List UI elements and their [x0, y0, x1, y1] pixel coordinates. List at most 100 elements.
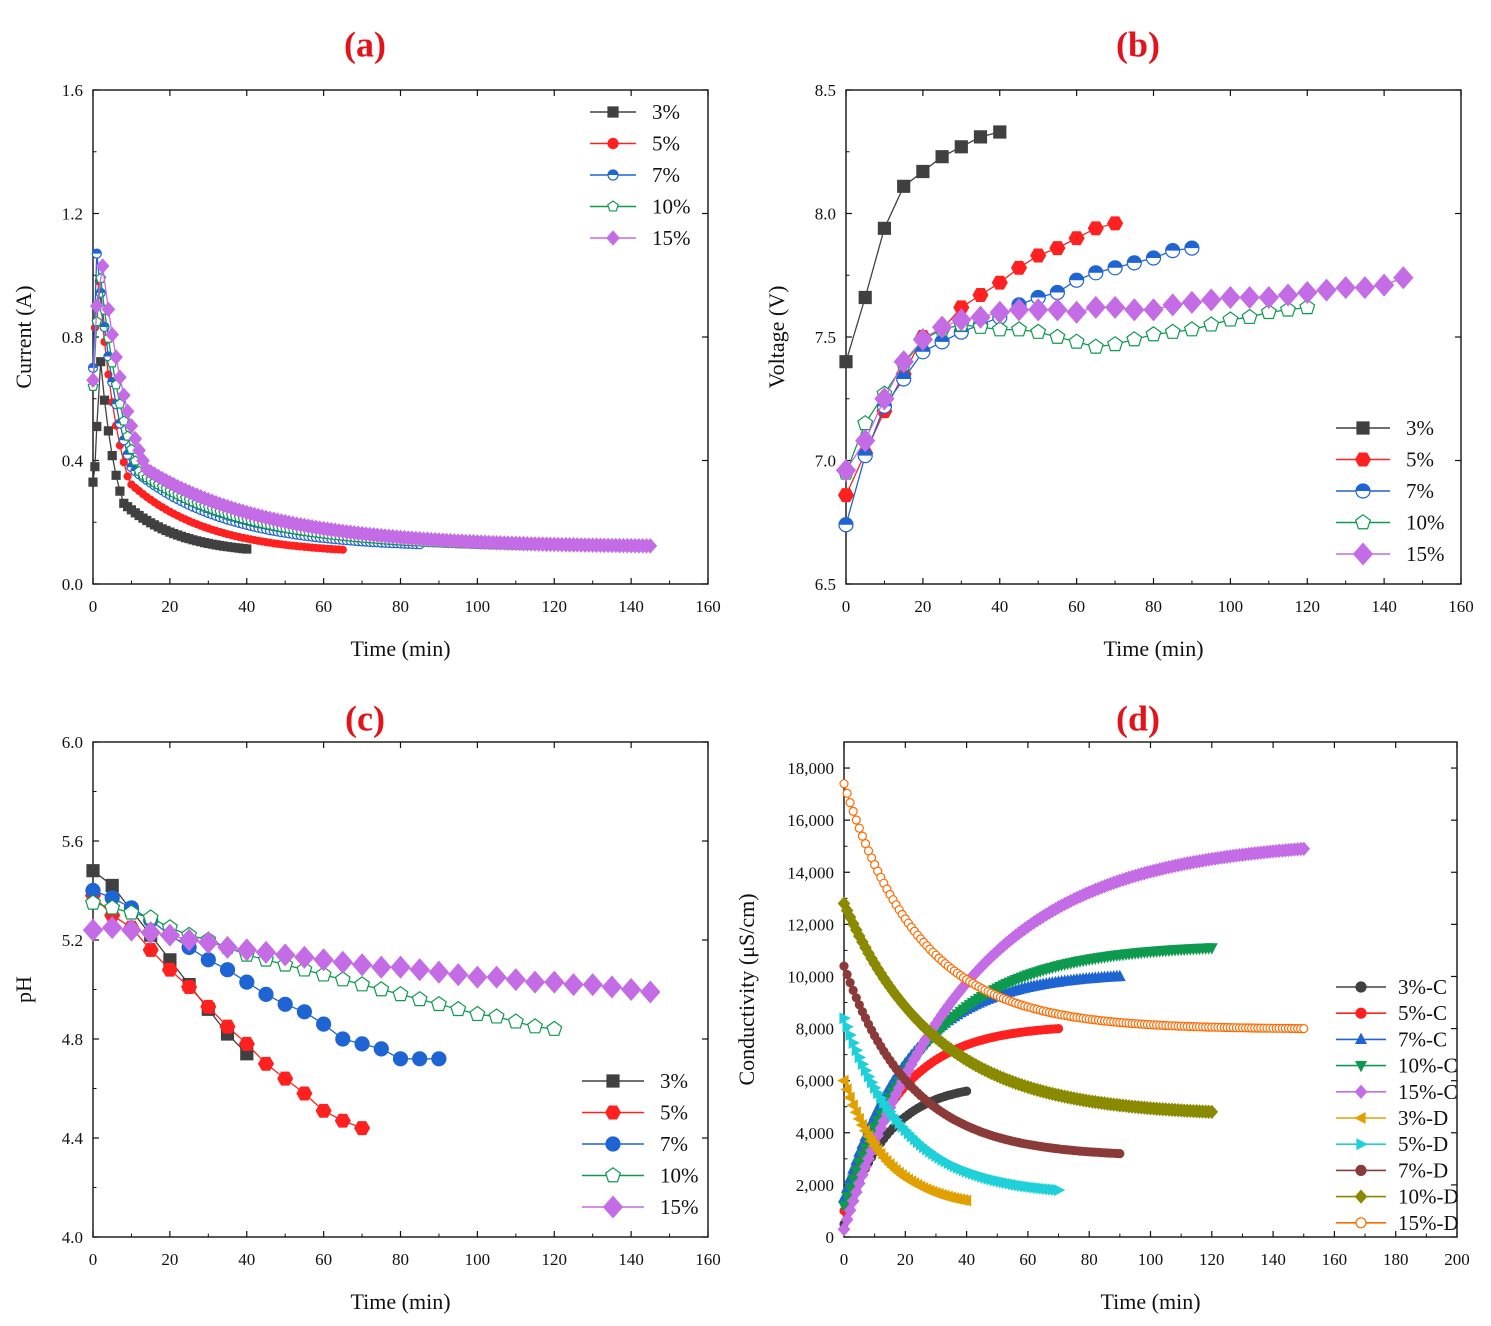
data-point — [1299, 298, 1316, 315]
data-point — [848, 806, 858, 817]
data-point — [486, 965, 507, 989]
data-point — [412, 1051, 428, 1067]
x-tick-label: 160 — [695, 1250, 721, 1269]
x-tick-label: 40 — [991, 597, 1008, 616]
legend-label: 10% — [1406, 511, 1445, 535]
data-point — [181, 980, 198, 994]
data-point — [1258, 285, 1279, 310]
series-10% — [837, 298, 1316, 480]
series-5% — [837, 216, 1124, 503]
series-7%-C — [838, 969, 1126, 1203]
data-point — [916, 164, 930, 179]
x-tick-label: 60 — [315, 597, 332, 616]
data-point — [242, 544, 252, 554]
x-tick-label: 120 — [542, 597, 568, 616]
x-tick-label: 200 — [1444, 1250, 1470, 1269]
data-point — [219, 1019, 236, 1034]
data-point — [1222, 311, 1239, 327]
panel-b-voltage: (b) 0 20 40 60 80 100 120 140 160 6.5 7.0 7.5 8.0 8.5 T… — [764, 24, 1474, 661]
data-point — [448, 963, 469, 987]
data-point — [104, 899, 121, 915]
data-point — [951, 308, 972, 332]
data-point-fill — [1184, 241, 1199, 249]
series-15% — [82, 916, 661, 1004]
data-point — [354, 1036, 370, 1052]
legend-label: 7%-C — [1398, 1027, 1447, 1051]
data-point — [839, 1012, 851, 1025]
data-point — [972, 288, 989, 302]
data-point — [257, 1056, 275, 1071]
y-tick-label: 14,000 — [787, 863, 834, 882]
data-point — [89, 298, 104, 314]
data-point — [105, 326, 120, 343]
legend-label: 3% — [652, 100, 680, 124]
data-point — [1008, 298, 1030, 322]
legend-marker — [1355, 1032, 1367, 1045]
y-tick-label: 6.0 — [62, 733, 83, 752]
data-point — [294, 945, 315, 969]
data-point — [1201, 288, 1222, 312]
series-7% — [838, 240, 1200, 533]
data-point — [392, 985, 409, 1002]
data-point — [1087, 221, 1104, 236]
data-point — [1087, 338, 1104, 354]
series-5% — [88, 277, 347, 554]
legend: 3% 5% 7% 10% 15% — [1336, 416, 1445, 566]
data-point — [544, 970, 565, 994]
data-point — [854, 823, 864, 833]
panel-d-conductivity: (d) 0 20 40 60 80 100 120 140 160 180 200 0 2,000 4,00… — [734, 698, 1470, 1314]
y-tick-label: 12,000 — [787, 915, 834, 934]
legend: 3%-C5%-C7%-C 10%-C15%-C3%-D5%-D7%-D 10%-D1… — [1336, 975, 1459, 1235]
data-point — [373, 1041, 389, 1057]
data-point-fill — [1127, 255, 1142, 263]
legend-marker — [604, 1105, 622, 1120]
data-point — [839, 779, 849, 789]
data-point — [959, 1194, 972, 1207]
x-axis-title: Time (min) — [350, 1289, 450, 1314]
legend-marker — [606, 230, 620, 246]
data-point — [354, 976, 371, 992]
data-point — [351, 953, 373, 977]
data-point — [1241, 308, 1258, 325]
data-point — [1030, 323, 1047, 339]
y-tick-label: 4.8 — [62, 1030, 83, 1049]
data-point — [1068, 231, 1085, 246]
data-point — [524, 970, 546, 994]
data-point-fill — [92, 249, 102, 254]
legend-label: 3%-D — [1398, 1106, 1448, 1130]
data-point — [1085, 295, 1106, 319]
data-point — [961, 1086, 972, 1096]
data-point — [874, 387, 895, 411]
data-point — [217, 935, 238, 959]
data-point — [931, 315, 953, 339]
data-point — [643, 538, 658, 554]
legend-marker — [602, 1195, 624, 1219]
data-point — [428, 960, 450, 984]
x-tick-label: 40 — [238, 1250, 255, 1269]
x-tick-label: 140 — [1260, 1250, 1286, 1269]
x-tick-label: 60 — [315, 1250, 332, 1269]
x-tick-label: 40 — [958, 1250, 975, 1269]
series-10%-D — [837, 896, 1219, 1120]
data-point — [1030, 248, 1047, 263]
data-point — [841, 1191, 854, 1204]
data-point — [842, 788, 852, 798]
series-3%-D — [837, 1074, 972, 1207]
data-point — [1205, 1104, 1219, 1120]
series-7% — [87, 248, 425, 550]
plot-frame — [92, 89, 709, 585]
data-point — [316, 1016, 332, 1032]
x-tick-label: 140 — [618, 597, 644, 616]
panel-label-b: (b) — [1116, 24, 1160, 64]
legend-label: 5% — [1406, 448, 1434, 472]
data-point — [858, 290, 872, 305]
data-point — [838, 1201, 850, 1213]
data-point — [1354, 276, 1376, 300]
data-point-fill — [1088, 265, 1103, 273]
data-point — [88, 477, 98, 487]
legend-marker — [1356, 421, 1370, 435]
data-point — [313, 948, 334, 972]
y-tick-label: 8,000 — [796, 1020, 834, 1039]
data-point — [431, 1051, 447, 1067]
data-point — [1162, 293, 1183, 317]
